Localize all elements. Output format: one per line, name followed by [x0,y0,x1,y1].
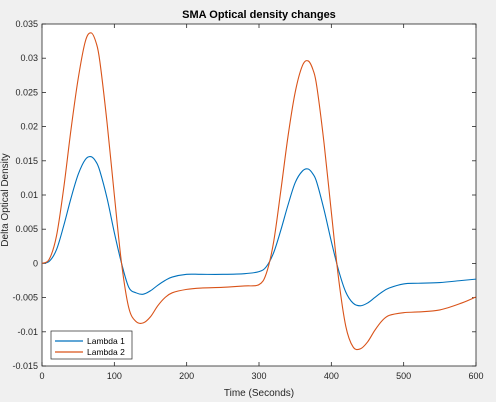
x-axis-label: Time (Seconds) [224,388,294,399]
x-tick-label: 400 [324,371,339,381]
y-tick-label: 0.02 [20,122,38,132]
legend-label-lambda-2: Lambda 2 [87,347,125,357]
x-axis: 0 100 200 300 400 500 600 [39,24,484,381]
legend-label-lambda-1: Lambda 1 [87,336,125,346]
y-tick-label: 0.025 [15,87,38,97]
plot-area [41,23,477,367]
x-tick-label: 300 [251,371,266,381]
legend[interactable]: Lambda 1 Lambda 2 [50,330,133,360]
series-line-lambda-1 [41,155,477,307]
y-tick-label: -0.005 [12,293,38,303]
x-tick-label: 600 [468,371,483,381]
y-tick-label: 0.01 [20,190,38,200]
chart-title: SMA Optical density changes [182,9,336,21]
plot-lines [41,32,477,351]
y-tick-label: -0.015 [12,361,38,371]
y-tick-label: 0.005 [15,224,38,234]
y-tick-label: 0.03 [20,53,38,63]
y-axis: -0.015 -0.01 -0.005 0 0.005 0.01 0.015 0.02 0.02… [12,19,476,371]
y-axis-label: Delta Optical Density [0,153,11,246]
y-tick-label: 0.035 [15,19,38,29]
series-line-lambda-2 [41,32,477,351]
y-tick-label: -0.01 [17,327,38,337]
y-tick-label: 0 [33,258,38,268]
x-tick-label: 100 [107,371,122,381]
legend-box [50,330,133,360]
y-tick-label: 0.015 [15,156,38,166]
x-tick-label: 500 [396,371,411,381]
x-tick-label: 200 [179,371,194,381]
x-tick-label: 0 [39,371,44,381]
